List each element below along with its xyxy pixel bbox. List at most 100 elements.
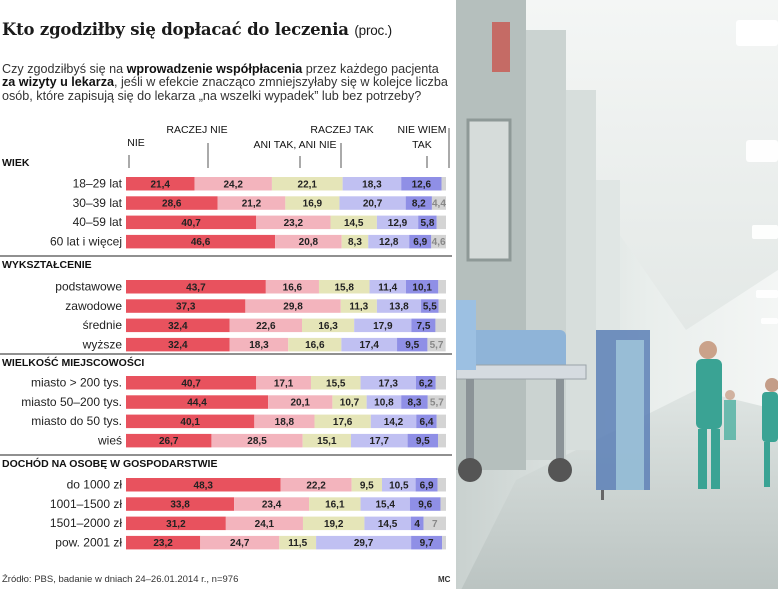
row-label: miasto > 200 tys. (31, 376, 122, 390)
data-label: 4 (414, 519, 420, 530)
bar-segment (126, 280, 266, 294)
data-label: 17,7 (370, 436, 390, 447)
data-label: 22,1 (298, 179, 318, 190)
data-label: 21,2 (242, 199, 262, 210)
bar-segment (368, 234, 410, 249)
data-label: 24,7 (230, 538, 250, 549)
legend-label: TAK (412, 139, 432, 151)
data-label: 10,7 (340, 398, 360, 409)
data-label: 43,7 (186, 282, 206, 293)
bar-segment (126, 414, 255, 429)
bar-segment (351, 478, 382, 492)
bed-wheel (548, 458, 572, 482)
data-label: 17,3 (379, 378, 399, 389)
bar-segment (423, 516, 446, 531)
bar-segment (126, 497, 235, 511)
bar-segment (271, 177, 343, 191)
title-unit: (proc.) (354, 23, 392, 38)
group-title: WIEK (2, 157, 30, 169)
bar-segment (411, 535, 443, 550)
data-label: 31,2 (166, 519, 186, 530)
data-label: 40,7 (181, 218, 201, 229)
bar-segment (316, 535, 412, 550)
data-label: 24,1 (255, 519, 275, 530)
data-label: 11,4 (378, 282, 397, 293)
bar-segment (288, 337, 342, 352)
bar-segment (126, 433, 212, 448)
row-label: 40–59 lat (73, 215, 123, 229)
bar-segment (427, 395, 446, 409)
bar-segment (416, 414, 437, 429)
data-label: 44,4 (187, 398, 207, 409)
data-label: 48,3 (194, 480, 214, 491)
bar-segment (360, 497, 410, 511)
data-label: 15,8 (335, 282, 355, 293)
bar-segment (302, 318, 355, 333)
bar-segment (376, 215, 419, 230)
bar-segment (275, 234, 342, 249)
data-label: 23,2 (284, 218, 304, 229)
data-label: 18,8 (275, 417, 295, 428)
bar-segment (332, 395, 367, 409)
row-label: 30–39 lat (73, 196, 123, 210)
data-label: 40,7 (181, 378, 201, 389)
bar-segment (431, 234, 446, 249)
data-label: 17,4 (359, 340, 379, 351)
data-label: 16,3 (318, 321, 338, 332)
bar-segment (436, 414, 446, 429)
bar-segment (440, 497, 446, 511)
bar-segment (279, 535, 317, 550)
curtain-rack (596, 330, 650, 500)
data-label: 16,9 (303, 199, 323, 210)
data-label: 11,3 (349, 302, 368, 313)
bar-segment (302, 516, 365, 531)
red-sign (492, 22, 510, 72)
data-label: 8,3 (348, 237, 362, 248)
bar-segment (339, 196, 406, 210)
row-label: średnie (83, 318, 123, 332)
bar-segment (421, 299, 439, 313)
data-label: 33,8 (170, 500, 190, 511)
data-label: 18,3 (362, 179, 382, 190)
corridor-illustration (456, 0, 778, 589)
data-label: 26,7 (159, 436, 179, 447)
data-label: 16,6 (283, 282, 303, 293)
legend-label: RACZEJ NIE (166, 124, 227, 136)
data-label: 6,9 (413, 237, 427, 248)
bar-segment (229, 318, 302, 333)
data-label: 37,3 (176, 302, 196, 313)
bar-segment (318, 280, 370, 294)
legend-label: NIE WIEM (398, 124, 447, 136)
bar-segment (442, 535, 446, 550)
data-label: 18,3 (249, 340, 269, 351)
row-label: 1001–1500 zł (50, 497, 122, 511)
hospital-bed (456, 300, 587, 482)
bar-segment (350, 433, 408, 448)
data-label: 16,6 (305, 340, 325, 351)
bar-segment (364, 516, 411, 531)
data-label: 9,6 (418, 500, 432, 511)
bar-segment (126, 196, 218, 210)
data-label: 23,4 (262, 500, 282, 511)
data-label: 8,3 (408, 398, 422, 409)
bar-segment (436, 215, 446, 230)
bar-segment (437, 478, 446, 492)
data-label: 15,1 (317, 436, 337, 447)
data-label: 20,8 (299, 237, 319, 248)
bar-segment (217, 196, 286, 210)
data-label: 5,7 (430, 340, 444, 351)
bar-segment (126, 318, 230, 333)
bar-segment (229, 337, 289, 352)
author-credit: MC (438, 575, 451, 584)
door (466, 118, 512, 262)
bar-segment (211, 433, 303, 448)
data-label: 15,4 (375, 500, 395, 511)
row-label: podstawowe (55, 280, 122, 294)
bar-segment (360, 376, 416, 390)
bar-segment (126, 395, 269, 409)
bar-segment (225, 516, 303, 531)
data-label: 21,4 (151, 179, 171, 190)
data-label: 12,6 (412, 179, 432, 190)
data-label: 22,2 (306, 480, 326, 491)
data-label: 9,7 (420, 538, 434, 549)
